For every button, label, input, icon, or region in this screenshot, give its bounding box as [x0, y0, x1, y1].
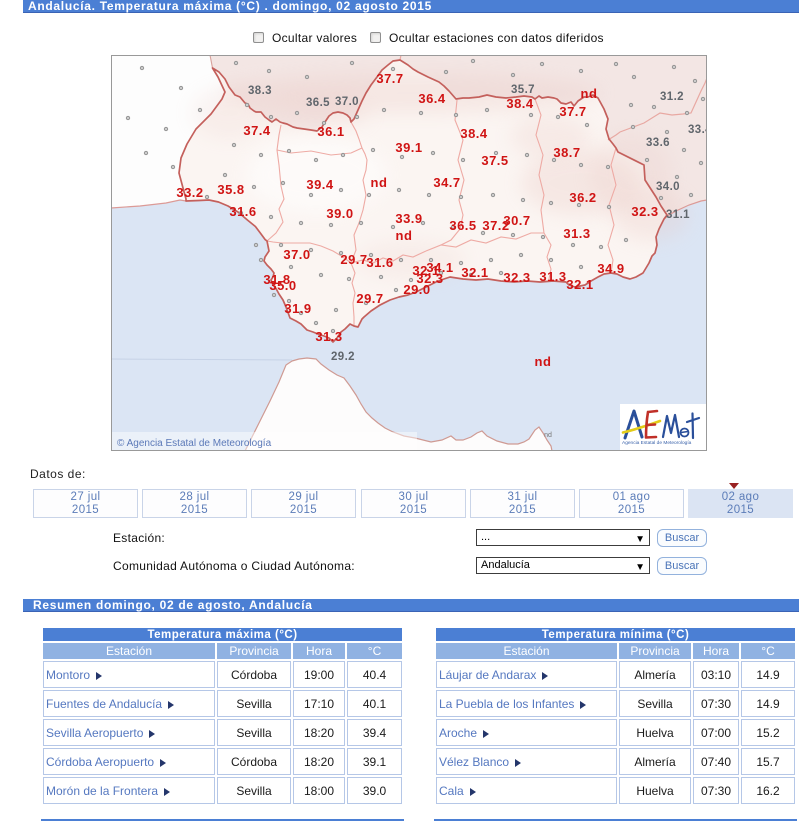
svg-text:37.5: 37.5: [481, 153, 508, 168]
svg-text:34.9: 34.9: [597, 261, 624, 276]
svg-text:37.4: 37.4: [243, 123, 271, 138]
svg-text:37.2: 37.2: [482, 218, 509, 233]
svg-text:31.6: 31.6: [366, 255, 393, 270]
svg-text:© Agencia Estatal de Meteorolo: © Agencia Estatal de Meteorología: [117, 438, 272, 449]
svg-text:36.1: 36.1: [317, 124, 344, 139]
svg-text:33.2: 33.2: [176, 185, 203, 200]
svg-text:Agencia Estatal de Meteorologí: Agencia Estatal de Meteorología: [622, 440, 692, 446]
svg-text:35.0: 35.0: [269, 278, 296, 293]
svg-text:31.3: 31.3: [563, 226, 590, 241]
svg-text:31.3: 31.3: [315, 329, 342, 344]
svg-text:32.1: 32.1: [566, 277, 593, 292]
svg-text:32.3: 32.3: [631, 204, 658, 219]
svg-text:nd: nd: [581, 86, 598, 101]
svg-text:33.4: 33.4: [688, 124, 707, 136]
svg-text:36.5: 36.5: [306, 97, 330, 109]
svg-text:38.4: 38.4: [460, 126, 488, 141]
svg-text:39.0: 39.0: [326, 206, 353, 221]
svg-text:35.7: 35.7: [511, 84, 535, 96]
svg-text:29.7: 29.7: [340, 252, 367, 267]
svg-text:37.7: 37.7: [376, 71, 403, 86]
svg-text:38.4: 38.4: [506, 96, 534, 111]
svg-text:37.0: 37.0: [283, 247, 310, 262]
svg-text:34.7: 34.7: [433, 175, 460, 190]
svg-text:31.2: 31.2: [660, 91, 684, 103]
svg-text:38.3: 38.3: [248, 85, 272, 97]
svg-text:32.3: 32.3: [416, 271, 443, 286]
svg-text:34.0: 34.0: [656, 181, 680, 193]
svg-text:37.0: 37.0: [335, 96, 359, 108]
svg-text:36.5: 36.5: [449, 218, 476, 233]
svg-text:nd: nd: [371, 175, 388, 190]
svg-text:38.7: 38.7: [553, 145, 580, 160]
svg-text:31.9: 31.9: [284, 301, 311, 316]
svg-text:nd: nd: [544, 432, 552, 439]
svg-text:32.1: 32.1: [461, 265, 488, 280]
svg-text:32.3: 32.3: [503, 270, 530, 285]
svg-text:34.1: 34.1: [426, 260, 453, 275]
svg-text:39.4: 39.4: [306, 177, 334, 192]
svg-text:nd: nd: [396, 228, 413, 243]
svg-text:31.1: 31.1: [666, 209, 690, 221]
svg-text:31.3: 31.3: [539, 269, 566, 284]
svg-text:33.9: 33.9: [395, 211, 422, 226]
svg-text:29.2: 29.2: [331, 351, 355, 363]
svg-text:31.6: 31.6: [229, 204, 256, 219]
svg-text:36.4: 36.4: [418, 91, 446, 106]
svg-text:29.0: 29.0: [403, 282, 430, 297]
svg-text:29.7: 29.7: [356, 291, 383, 306]
svg-text:33.6: 33.6: [646, 137, 670, 149]
svg-text:35.8: 35.8: [217, 182, 244, 197]
svg-text:nd: nd: [535, 354, 552, 369]
svg-text:39.1: 39.1: [395, 140, 422, 155]
svg-text:31.8: 31.8: [263, 272, 290, 287]
svg-text:37.7: 37.7: [559, 104, 586, 119]
svg-text:36.2: 36.2: [569, 190, 596, 205]
svg-text:32.1: 32.1: [412, 263, 439, 278]
svg-text:30.7: 30.7: [503, 213, 530, 228]
